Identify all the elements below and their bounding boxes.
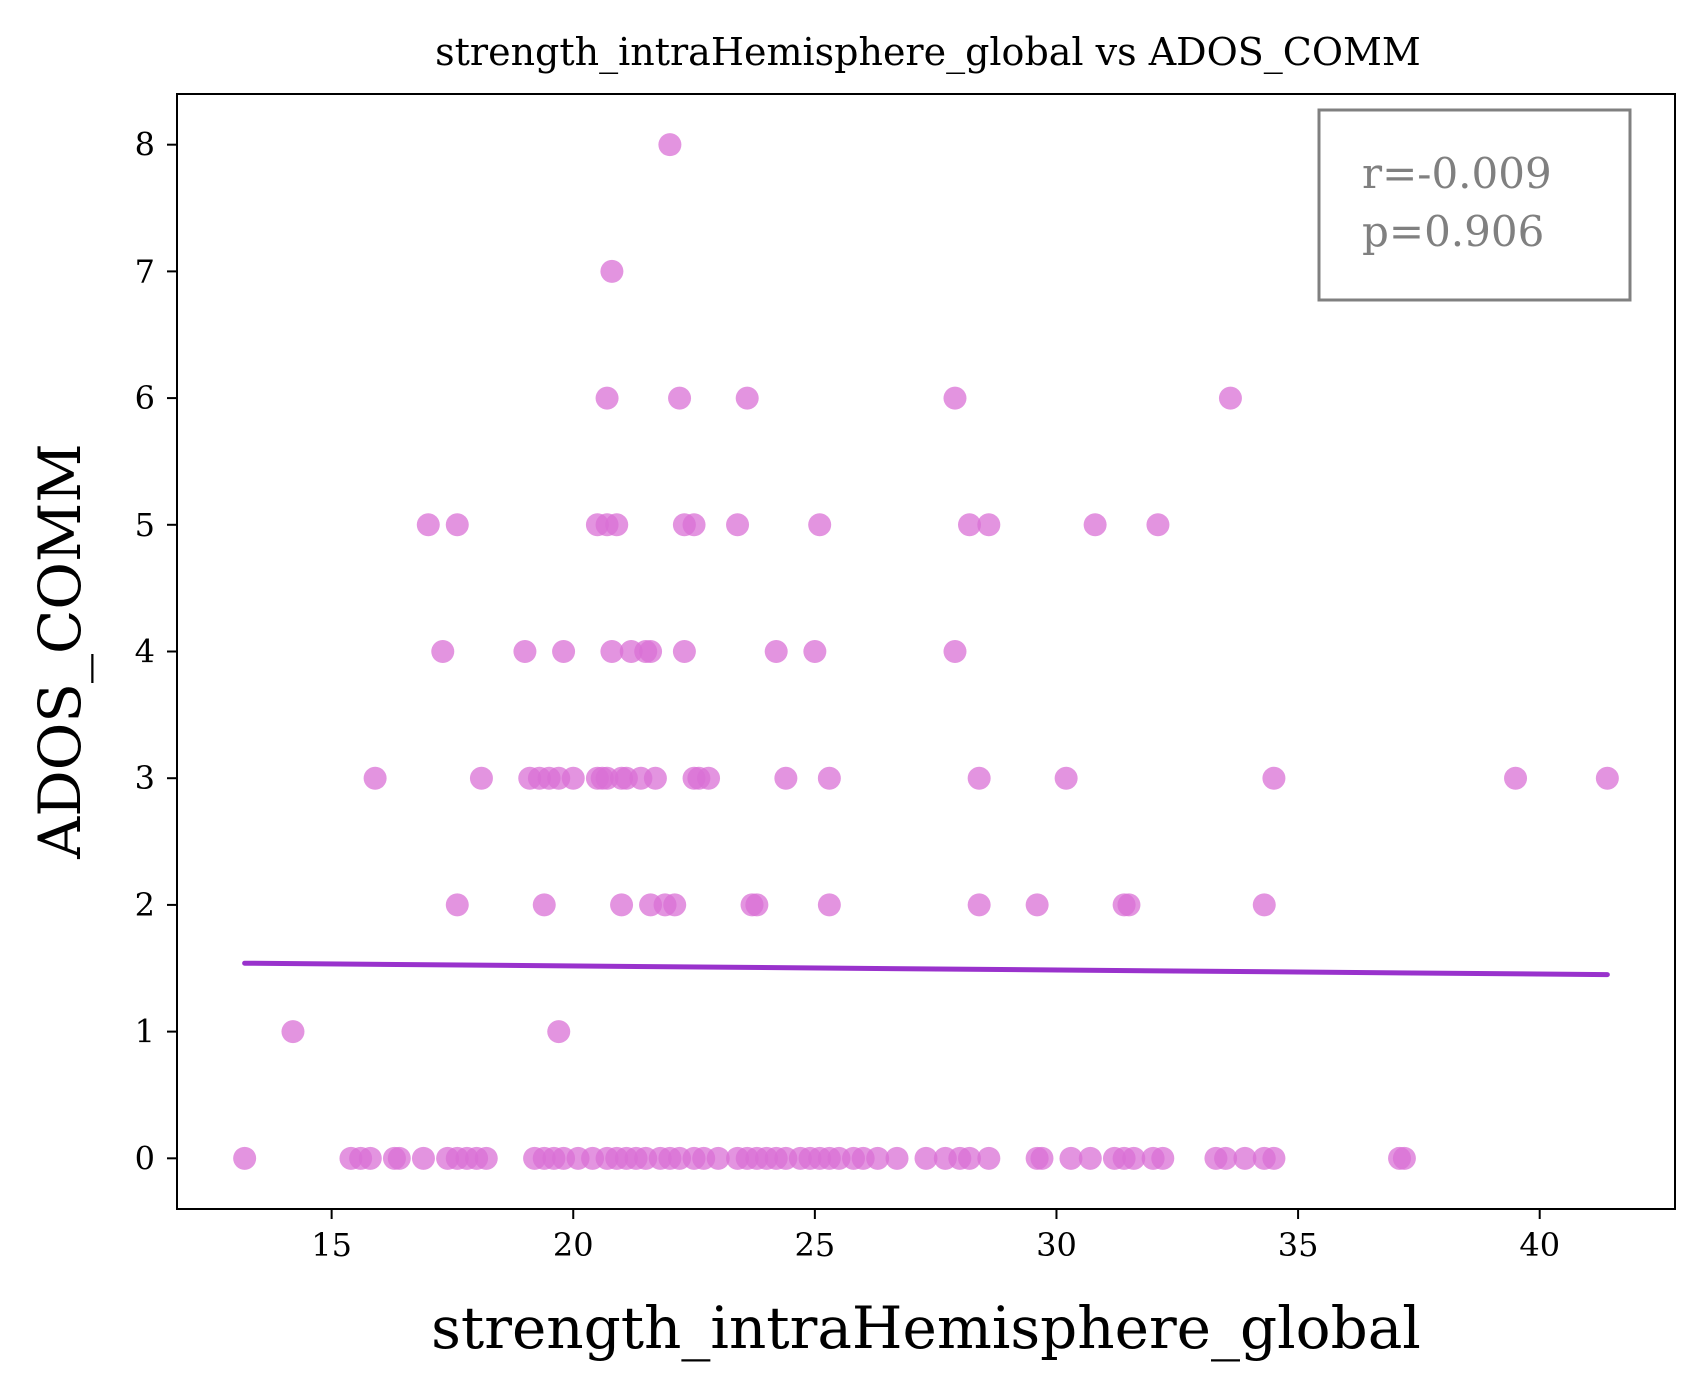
data-point: [914, 1146, 938, 1170]
data-point: [774, 766, 798, 790]
y-tick-label: 5: [135, 506, 155, 544]
data-point: [1083, 513, 1107, 537]
data-point: [281, 1020, 305, 1044]
data-point: [1262, 1146, 1286, 1170]
data-point: [682, 513, 706, 537]
data-point: [1059, 1146, 1083, 1170]
data-point: [697, 766, 721, 790]
data-point: [600, 640, 624, 663]
data-point: [977, 513, 1001, 537]
data-point: [943, 386, 967, 410]
y-tick-label: 2: [135, 886, 155, 924]
data-point: [610, 893, 634, 917]
data-point: [672, 640, 696, 663]
x-tick-label: 40: [1519, 1226, 1560, 1264]
data-point: [967, 766, 991, 790]
data-point: [1392, 1146, 1416, 1170]
data-point: [1214, 1146, 1238, 1170]
data-point: [745, 893, 769, 917]
data-point: [387, 1146, 411, 1170]
x-tick-label: 25: [794, 1226, 835, 1264]
data-point: [643, 766, 667, 790]
data-point: [445, 893, 469, 917]
data-point: [1146, 513, 1170, 537]
stats-p-value: p=0.906: [1362, 207, 1544, 256]
chart-title: strength_intraHemisphere_global vs ADOS_…: [435, 30, 1421, 75]
data-point: [431, 640, 455, 663]
data-point: [547, 1020, 571, 1044]
x-axis-label: strength_intraHemisphere_global: [431, 1294, 1421, 1362]
x-tick-label: 30: [1036, 1226, 1077, 1264]
data-point: [735, 386, 759, 410]
x-tick-label: 15: [311, 1226, 352, 1264]
y-tick-label: 3: [135, 759, 155, 797]
stats-r-value: r=-0.009: [1362, 149, 1552, 198]
data-point: [1252, 893, 1276, 917]
x-tick-label: 35: [1278, 1226, 1319, 1264]
data-point: [513, 640, 537, 663]
y-tick-label: 4: [135, 633, 155, 671]
y-tick-label: 6: [135, 379, 155, 417]
data-point: [469, 766, 493, 790]
data-point: [817, 766, 841, 790]
data-point: [817, 893, 841, 917]
data-point: [706, 1146, 730, 1170]
data-point: [595, 386, 619, 410]
data-point: [605, 513, 629, 537]
y-tick-label: 8: [135, 126, 155, 164]
data-point: [808, 513, 832, 537]
data-point: [1025, 893, 1049, 917]
data-point: [233, 1146, 257, 1170]
data-point: [764, 640, 788, 663]
data-point: [1218, 386, 1242, 410]
data-point: [663, 893, 687, 917]
stats-box: r=-0.009 p=0.906: [1317, 108, 1632, 302]
data-point: [445, 513, 469, 537]
data-point: [600, 259, 624, 283]
data-point: [967, 893, 991, 917]
data-point: [957, 1146, 981, 1170]
data-point: [1504, 766, 1528, 790]
data-point: [1151, 1146, 1175, 1170]
data-point: [1122, 1146, 1146, 1170]
data-point: [411, 1146, 435, 1170]
y-tick-label: 0: [135, 1139, 155, 1177]
data-point: [561, 766, 585, 790]
data-point: [552, 640, 576, 663]
data-point: [1078, 1146, 1102, 1170]
data-point: [532, 893, 556, 917]
data-point: [416, 513, 440, 537]
data-point: [1030, 1146, 1054, 1170]
data-point: [943, 640, 967, 663]
x-tick-label: 20: [553, 1226, 594, 1264]
y-axis-label: ADOS_COMM: [26, 443, 94, 859]
data-point: [358, 1146, 382, 1170]
data-point: [957, 513, 981, 537]
data-point: [639, 640, 663, 663]
data-point: [866, 1146, 890, 1170]
data-point: [885, 1146, 909, 1170]
y-tick-label: 7: [135, 252, 155, 290]
data-point: [1054, 766, 1078, 790]
data-point: [803, 640, 827, 663]
data-point: [1262, 766, 1286, 790]
data-point: [1117, 893, 1141, 917]
data-point: [658, 133, 682, 157]
data-point: [726, 513, 750, 537]
regression-line: [242, 960, 1610, 978]
data-point: [474, 1146, 498, 1170]
data-point: [977, 1146, 1001, 1170]
data-point: [1595, 766, 1619, 790]
stats-box-frame: [1317, 108, 1632, 302]
y-tick-label: 1: [135, 1013, 155, 1051]
data-point: [668, 386, 692, 410]
data-point: [1233, 1146, 1257, 1170]
data-point: [363, 766, 387, 790]
